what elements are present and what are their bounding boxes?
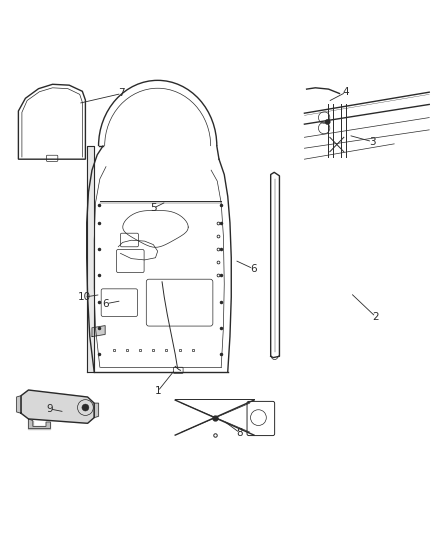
Text: 5: 5 — [150, 203, 157, 213]
Text: 1: 1 — [154, 386, 161, 397]
Text: 10: 10 — [78, 292, 91, 302]
Circle shape — [325, 119, 330, 125]
Text: 8: 8 — [237, 428, 244, 438]
Text: 9: 9 — [46, 404, 53, 414]
Circle shape — [82, 404, 89, 411]
Polygon shape — [21, 390, 94, 423]
Text: 6: 6 — [250, 264, 257, 273]
Polygon shape — [87, 146, 94, 372]
Text: 4: 4 — [343, 87, 350, 97]
Polygon shape — [17, 395, 21, 413]
Polygon shape — [28, 419, 50, 429]
Text: 6: 6 — [102, 298, 110, 309]
Text: 3: 3 — [369, 136, 376, 147]
Text: 7: 7 — [118, 88, 125, 99]
Text: 2: 2 — [372, 312, 379, 322]
Polygon shape — [94, 403, 99, 418]
Polygon shape — [92, 326, 105, 336]
